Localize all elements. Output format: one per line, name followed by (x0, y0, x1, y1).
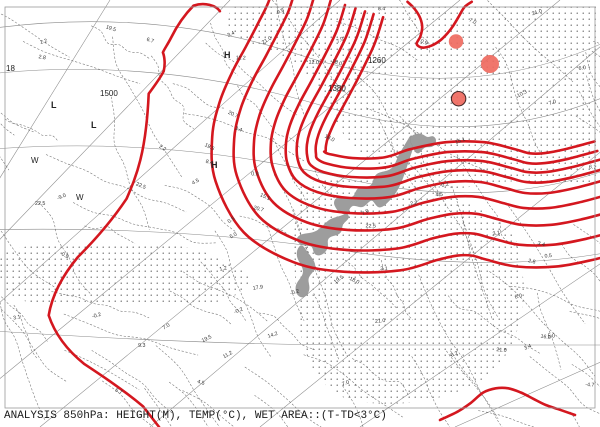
svg-text:22.5: 22.5 (365, 223, 375, 229)
svg-text:-4.7: -4.7 (585, 382, 594, 388)
svg-text:22.5: 22.5 (35, 201, 45, 207)
svg-text:21.0: 21.0 (375, 318, 386, 325)
svg-text:5.0: 5.0 (548, 334, 555, 340)
svg-text:18: 18 (6, 64, 15, 73)
svg-text:3.1: 3.1 (380, 266, 388, 272)
svg-text:6.0: 6.0 (578, 65, 586, 72)
svg-text:H: H (224, 50, 231, 60)
svg-text:1260: 1260 (368, 56, 386, 65)
svg-text:9.3: 9.3 (138, 343, 145, 349)
svg-text:0.5: 0.5 (544, 253, 552, 260)
svg-text:ANALYSIS 850hPa: HEIGHT(M), TE: ANALYSIS 850hPa: HEIGHT(M), TEMP(°C), WE… (4, 410, 387, 422)
svg-text:0.9: 0.9 (251, 172, 258, 178)
svg-text:1380: 1380 (328, 84, 346, 93)
svg-text:W: W (31, 156, 39, 165)
svg-text:4.5: 4.5 (435, 192, 443, 198)
svg-text:21.0: 21.0 (496, 347, 507, 354)
svg-text:H: H (211, 160, 218, 170)
svg-text:11.2: 11.2 (236, 55, 246, 61)
svg-text:1500: 1500 (100, 89, 118, 98)
svg-text:L: L (51, 100, 57, 110)
svg-text:L: L (91, 120, 97, 130)
svg-text:W: W (76, 193, 84, 202)
svg-text:12.0: 12.0 (308, 60, 319, 67)
